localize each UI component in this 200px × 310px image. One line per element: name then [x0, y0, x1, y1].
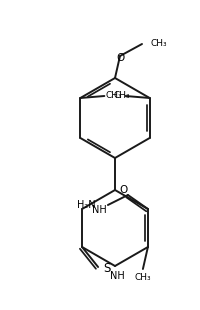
- Text: NH: NH: [92, 205, 106, 215]
- Text: CH₃: CH₃: [104, 91, 121, 100]
- Text: CH₃: CH₃: [134, 273, 150, 282]
- Text: O: O: [119, 185, 127, 195]
- Text: O: O: [116, 53, 125, 63]
- Text: NH: NH: [109, 271, 124, 281]
- Text: CH₃: CH₃: [150, 39, 167, 48]
- Text: CH₃: CH₃: [113, 91, 129, 100]
- Text: H₂N: H₂N: [77, 200, 95, 210]
- Text: S: S: [103, 262, 110, 274]
